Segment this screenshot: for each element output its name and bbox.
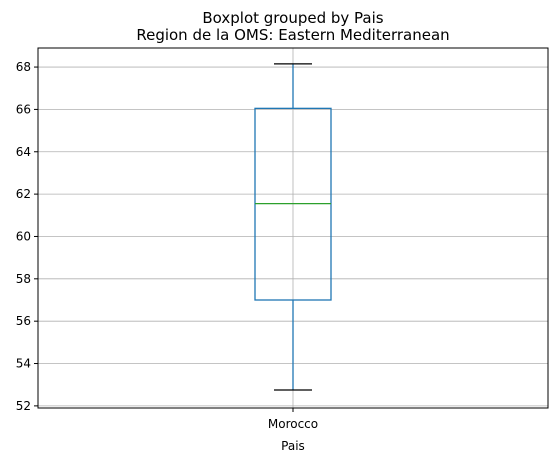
x-tick-label: Morocco — [268, 417, 318, 431]
y-tick-label: 56 — [16, 314, 31, 328]
y-tick-label: 64 — [16, 145, 31, 159]
box-layer — [254, 63, 332, 391]
tick-layer: 52 54 56 58 60 62 64 66 68 Morocco — [16, 60, 318, 431]
x-axis-label: Pais — [281, 439, 305, 453]
y-tick-label: 66 — [16, 102, 31, 116]
y-tick-label: 68 — [16, 60, 31, 74]
y-tick-label: 60 — [16, 229, 31, 243]
y-tick-label: 52 — [16, 399, 31, 413]
y-tick-label: 54 — [16, 357, 31, 371]
y-tick-label: 58 — [16, 272, 31, 286]
y-tick-label: 62 — [16, 187, 31, 201]
chart-title: Region de la OMS: Eastern Mediterranean — [136, 26, 449, 44]
chart-suptitle: Boxplot grouped by Pais — [202, 9, 383, 27]
